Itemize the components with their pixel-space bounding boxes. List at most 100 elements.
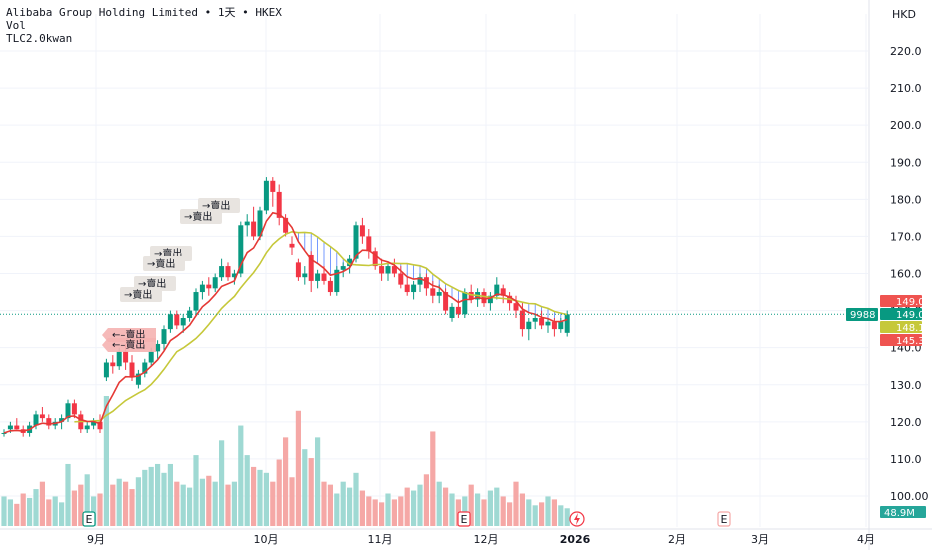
- candle-body: [366, 236, 372, 252]
- time-axis[interactable]: 9月 10月 11月 12月 2026 2月 3月 4月: [87, 533, 875, 546]
- candle-body: [391, 266, 397, 274]
- indicator-vol[interactable]: Vol: [6, 19, 26, 32]
- volume-bar: [545, 496, 551, 526]
- x-tick-label: 10月: [254, 533, 279, 546]
- candle-body: [379, 266, 385, 274]
- candle-body: [193, 292, 199, 311]
- volume-bar: [244, 455, 250, 526]
- indicator-tlc[interactable]: TLC2.0kwan: [6, 32, 73, 45]
- y-tick-label: 170.0: [890, 230, 922, 243]
- price-tag: [880, 308, 922, 320]
- volume-bar: [276, 459, 282, 526]
- volume-bar: [7, 499, 13, 526]
- candle-body: [462, 292, 468, 315]
- volume-bar: [91, 496, 97, 526]
- volume-bar: [327, 484, 333, 526]
- volume-bar: [398, 496, 404, 526]
- candle-body: [1, 432, 7, 434]
- candle-body: [199, 284, 205, 293]
- volume-bar: [257, 469, 263, 526]
- earnings-badge-box: [457, 511, 471, 527]
- volume-bar: [468, 484, 474, 526]
- y-tick-label: 200.0: [890, 119, 922, 132]
- x-tick-label: 2026: [560, 533, 591, 546]
- candle-body: [251, 221, 257, 237]
- volume-bar: [385, 493, 391, 526]
- volume-bar: [33, 489, 39, 526]
- volume-bar: [315, 437, 321, 526]
- volume-bar: [423, 474, 429, 526]
- price-tag-label: 149.0: [896, 297, 925, 308]
- candle-body: [551, 321, 557, 330]
- x-tick-label: 2月: [668, 533, 686, 546]
- volume-bar: [475, 493, 481, 526]
- price-axis[interactable]: 100.00110.0120.0130.0140.0150.0160.0170.…: [890, 8, 929, 503]
- y-tick-label: 130.0: [890, 379, 922, 392]
- volume-bar: [20, 493, 26, 526]
- volume-bar: [526, 499, 532, 526]
- earnings-badge-label: E: [461, 513, 468, 526]
- y-tick-label: 180.0: [890, 193, 922, 206]
- candle-body: [91, 421, 97, 426]
- sell-annotation: ←–賣出: [102, 338, 156, 352]
- dividend-icon: [569, 511, 585, 527]
- candle-body: [532, 318, 538, 322]
- annotation-label: →賣出: [124, 288, 152, 301]
- volume-bar: [187, 487, 193, 526]
- sell-annotation: →賣出: [120, 287, 162, 302]
- volume-bar: [52, 496, 58, 526]
- volume-bar: [366, 496, 372, 526]
- annotation-box: [180, 209, 222, 224]
- candle-body: [539, 318, 545, 326]
- candle-body: [327, 280, 333, 293]
- candle-body: [46, 418, 52, 426]
- currency-label: HKD: [892, 8, 916, 21]
- candle-body: [161, 329, 167, 344]
- volume-bar: [148, 466, 154, 526]
- volume-bar: [411, 490, 417, 526]
- price-tag-label: 145.3: [896, 336, 925, 347]
- moving-average-lines: [3, 211, 568, 434]
- annotation-box: [120, 287, 162, 302]
- candle-body: [302, 273, 308, 278]
- candle-body: [270, 180, 276, 192]
- earnings-icon: E: [717, 511, 731, 527]
- candle-body: [39, 414, 45, 419]
- candle-body: [14, 425, 20, 430]
- volume-bar: [481, 499, 487, 526]
- candle-body: [430, 288, 436, 296]
- annotation-label: →賣出: [202, 199, 230, 212]
- volume-bar: [116, 478, 122, 526]
- x-tick-label: 9月: [87, 533, 105, 546]
- volume-bar: [238, 425, 244, 526]
- candle-body: [212, 277, 218, 289]
- legend: Alibaba Group Holding Limited • 1天 • HKE…: [6, 6, 282, 45]
- y-tick-label: 110.0: [890, 453, 922, 466]
- candle-body: [33, 414, 39, 426]
- candle-body: [353, 225, 359, 259]
- candle-body: [276, 191, 282, 218]
- volume-bar: [27, 497, 33, 526]
- earnings-badge-box: [717, 511, 731, 527]
- candle-body: [123, 351, 129, 363]
- volume-bar: [519, 493, 525, 526]
- x-tick-label: 11月: [368, 533, 393, 546]
- price-tag-label: 148.1: [896, 323, 925, 334]
- volume-bar: [46, 499, 52, 526]
- candle-body: [449, 306, 455, 318]
- volume-bar: [507, 502, 513, 526]
- volume-bar: [59, 502, 65, 526]
- candle-body: [519, 310, 525, 330]
- symbol-title[interactable]: Alibaba Group Holding Limited • 1天 • HKE…: [6, 6, 282, 19]
- volume-bar: [436, 481, 442, 526]
- candle-body: [372, 251, 378, 267]
- candle-body: [97, 421, 103, 430]
- volume-bar: [155, 463, 161, 526]
- x-tick-label: 12月: [474, 533, 499, 546]
- volume-bars: [1, 396, 570, 526]
- y-tick-label: 120.0: [890, 416, 922, 429]
- volume-bar: [231, 481, 237, 526]
- volume-tag: [880, 506, 926, 518]
